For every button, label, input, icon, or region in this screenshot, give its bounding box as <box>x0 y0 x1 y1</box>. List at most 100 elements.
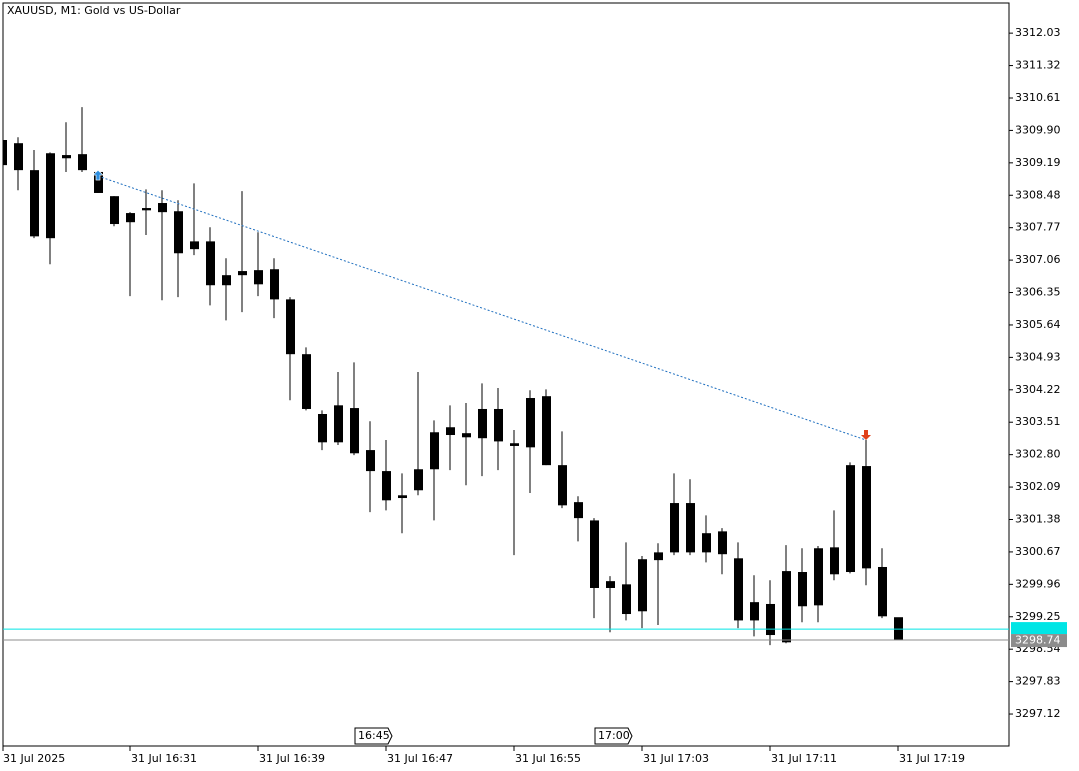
candle-body <box>702 533 711 553</box>
candle-body <box>190 241 199 250</box>
y-tick-label: 3300.67 <box>1015 545 1061 558</box>
candle-body <box>62 155 71 159</box>
candle-body <box>590 520 599 588</box>
candle-body <box>734 558 743 621</box>
candle-body <box>862 466 871 569</box>
y-tick-label: 3309.19 <box>1015 156 1061 169</box>
chart-title: XAUUSD, M1: Gold vs US-Dollar <box>7 4 181 17</box>
x-tick-label: 31 Jul 16:31 <box>131 752 197 765</box>
candle-body <box>3 140 7 166</box>
y-tick-label: 3312.03 <box>1015 26 1061 39</box>
x-tick-label: 31 Jul 2025 <box>3 752 65 765</box>
candle-body <box>638 559 647 612</box>
candle-body <box>142 208 151 211</box>
y-tick-label: 3304.22 <box>1015 383 1061 396</box>
y-tick-label: 3299.25 <box>1015 610 1061 623</box>
y-tick-label: 3303.51 <box>1015 415 1061 428</box>
candle-body <box>798 572 807 607</box>
candle-body <box>782 571 791 643</box>
time-marker-box <box>354 727 393 745</box>
x-tick-label: 31 Jul 17:11 <box>771 752 837 765</box>
candle-body <box>350 408 359 454</box>
candle-body <box>382 471 391 501</box>
candle-body <box>766 603 775 636</box>
x-tick-label: 31 Jul 17:19 <box>899 752 965 765</box>
candle-body <box>334 405 343 443</box>
candle-body <box>398 495 407 499</box>
candle-body <box>526 398 535 448</box>
candle-body <box>238 271 247 276</box>
candle-body <box>222 275 231 286</box>
time-marker-label: 17:00 <box>598 729 630 742</box>
candle-body <box>558 465 567 506</box>
y-tick-label: 3302.80 <box>1015 448 1061 461</box>
candle-body <box>622 584 631 615</box>
candle-body <box>686 503 695 553</box>
candle-body <box>78 154 87 171</box>
plot-frame <box>2 2 1010 747</box>
candle-body <box>574 502 583 519</box>
candle-body <box>494 408 503 442</box>
ask-label-box <box>1011 622 1067 635</box>
y-tick-label: 3297.83 <box>1015 675 1061 688</box>
candle-body <box>110 196 119 225</box>
y-tick-label: 3306.35 <box>1015 286 1061 299</box>
y-tick-label: 3310.61 <box>1015 91 1061 104</box>
candle-body <box>510 443 519 446</box>
candle-body <box>462 433 471 438</box>
y-tick-label: 3307.77 <box>1015 221 1061 234</box>
candle-body <box>46 153 55 239</box>
x-tick-label: 31 Jul 16:47 <box>387 752 453 765</box>
candle-body <box>206 241 215 286</box>
plot-area <box>3 107 903 646</box>
candle-body <box>814 548 823 606</box>
candle-body <box>366 450 375 472</box>
bid-label-box <box>1011 634 1067 648</box>
time-marker-label: 16:45 <box>358 729 390 742</box>
candle-body <box>878 566 887 617</box>
y-tick-label: 3302.09 <box>1015 480 1061 493</box>
candle-body <box>606 581 615 588</box>
trade-line <box>97 175 867 441</box>
y-tick-label: 3299.96 <box>1015 577 1061 590</box>
exit-arrow <box>861 430 871 441</box>
candle-body <box>30 170 39 237</box>
candle-body <box>270 269 279 300</box>
y-tick-label: 3308.48 <box>1015 188 1061 201</box>
candle-body <box>542 396 551 466</box>
y-tick-label: 3297.12 <box>1015 707 1061 720</box>
candle-body <box>670 503 679 553</box>
candle-body <box>846 465 855 573</box>
candle-body <box>126 213 135 223</box>
candle-body <box>158 203 167 213</box>
candle-body <box>14 143 23 171</box>
x-tick-label: 31 Jul 17:03 <box>643 752 709 765</box>
bid-label: 3298.74 <box>1015 634 1061 647</box>
candle-body <box>254 270 263 285</box>
candle-body <box>302 354 311 409</box>
candle-body <box>478 408 487 439</box>
candle-body <box>718 531 727 555</box>
y-tick-label: 3301.38 <box>1015 512 1061 525</box>
y-tick-label: 3307.06 <box>1015 253 1061 266</box>
candle-body <box>414 469 423 491</box>
y-tick-label: 3304.93 <box>1015 350 1061 363</box>
candle-body <box>94 171 103 193</box>
candle-body <box>286 299 295 355</box>
entry-arrow <box>92 169 104 181</box>
y-tick-label: 3311.32 <box>1015 59 1061 72</box>
candle-body <box>750 602 759 621</box>
x-tick-label: 31 Jul 16:39 <box>259 752 325 765</box>
time-marker-box <box>594 727 633 745</box>
x-tick-label: 31 Jul 16:55 <box>515 752 581 765</box>
y-tick-label: 3309.90 <box>1015 123 1061 136</box>
candle-body <box>446 427 455 436</box>
candle-body <box>654 552 663 561</box>
y-tick-label: 3305.64 <box>1015 318 1061 331</box>
candle-body <box>318 414 327 443</box>
candle-body <box>830 547 839 575</box>
candle-body <box>430 432 439 470</box>
candle-body <box>174 211 183 254</box>
